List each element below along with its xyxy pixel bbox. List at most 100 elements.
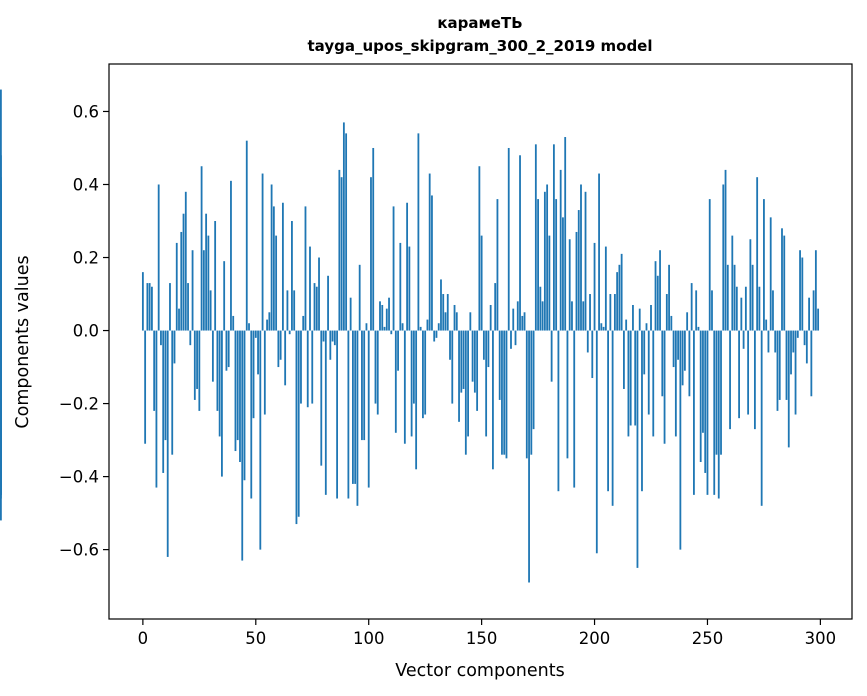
bar bbox=[207, 235, 210, 331]
bar bbox=[539, 286, 542, 331]
bar bbox=[300, 330, 302, 404]
bar bbox=[196, 330, 198, 389]
bar bbox=[562, 217, 564, 331]
bar bbox=[451, 330, 454, 404]
bar bbox=[367, 330, 370, 488]
bar bbox=[322, 330, 325, 342]
bar bbox=[175, 242, 178, 331]
bar bbox=[541, 301, 544, 331]
bar bbox=[510, 330, 512, 349]
bar bbox=[724, 169, 727, 331]
bar bbox=[573, 330, 576, 488]
bar bbox=[431, 195, 433, 331]
bar bbox=[424, 330, 427, 415]
bar bbox=[586, 330, 589, 353]
bar bbox=[313, 283, 316, 331]
bar bbox=[293, 290, 296, 331]
bar bbox=[645, 323, 648, 331]
bar bbox=[184, 191, 187, 331]
bar bbox=[239, 330, 241, 462]
bar bbox=[318, 257, 320, 331]
bar bbox=[162, 330, 165, 473]
bar bbox=[399, 242, 402, 331]
bar bbox=[171, 330, 174, 455]
bar bbox=[315, 286, 318, 331]
bar bbox=[604, 246, 607, 331]
bar bbox=[223, 261, 226, 331]
y-tick-label: 0.6 bbox=[73, 102, 99, 121]
bar bbox=[620, 253, 623, 331]
bar bbox=[781, 228, 783, 331]
bar bbox=[178, 308, 180, 331]
bar bbox=[0, 330, 2, 400]
bar bbox=[731, 235, 734, 331]
bar bbox=[379, 301, 381, 331]
bar bbox=[164, 330, 167, 441]
bar bbox=[693, 330, 695, 495]
bar bbox=[763, 199, 765, 331]
bar bbox=[349, 297, 352, 331]
bar bbox=[422, 330, 424, 419]
bar bbox=[652, 330, 655, 437]
bar bbox=[656, 275, 659, 331]
bar bbox=[516, 301, 519, 331]
bar bbox=[753, 330, 756, 430]
bar bbox=[665, 294, 668, 331]
bar bbox=[512, 308, 515, 331]
bar bbox=[476, 330, 479, 411]
bar bbox=[270, 184, 273, 331]
bar bbox=[370, 177, 372, 331]
bar bbox=[530, 330, 533, 455]
y-axis: −0.6 −0.4 −0.2 0.0 0.2 0.4 0.6 bbox=[59, 102, 109, 560]
bar bbox=[390, 330, 393, 335]
bar bbox=[309, 246, 311, 331]
bar bbox=[232, 315, 235, 331]
bar bbox=[790, 330, 792, 375]
bar bbox=[248, 323, 250, 331]
bar bbox=[437, 323, 440, 331]
x-axis-label: Vector components bbox=[395, 661, 564, 681]
bar bbox=[187, 283, 189, 331]
bar bbox=[155, 330, 158, 488]
bar bbox=[742, 330, 745, 349]
y-tick-label: 0.2 bbox=[73, 249, 99, 268]
bar bbox=[433, 330, 436, 342]
bar bbox=[756, 177, 759, 331]
bar bbox=[358, 264, 361, 331]
bar bbox=[252, 330, 255, 419]
bar bbox=[347, 330, 350, 499]
bar bbox=[485, 330, 488, 437]
bar bbox=[571, 301, 573, 331]
bar bbox=[221, 330, 223, 477]
bar bbox=[193, 330, 196, 400]
bar bbox=[0, 330, 2, 357]
bar bbox=[814, 250, 817, 331]
bar bbox=[715, 330, 718, 455]
bar bbox=[489, 304, 492, 331]
bar bbox=[796, 330, 799, 338]
bar bbox=[740, 297, 743, 331]
bar bbox=[385, 308, 388, 331]
bar bbox=[236, 330, 239, 441]
bar bbox=[257, 330, 259, 375]
bar bbox=[440, 279, 442, 331]
bar bbox=[218, 330, 221, 437]
chart-title: карамеТЬ bbox=[437, 14, 522, 32]
bar bbox=[643, 330, 646, 375]
x-tick-label: 50 bbox=[245, 629, 266, 648]
bar bbox=[473, 330, 476, 393]
bar bbox=[647, 330, 650, 415]
bar bbox=[205, 213, 208, 331]
bar bbox=[410, 330, 413, 437]
bar bbox=[478, 166, 481, 331]
bar bbox=[279, 330, 282, 360]
bar bbox=[288, 330, 291, 335]
bar bbox=[200, 166, 203, 331]
bar bbox=[458, 330, 460, 422]
bar bbox=[503, 330, 506, 455]
bar bbox=[735, 286, 738, 331]
x-tick-label: 300 bbox=[805, 629, 837, 648]
bar bbox=[275, 235, 278, 331]
bar bbox=[241, 330, 244, 561]
bar bbox=[151, 286, 153, 331]
